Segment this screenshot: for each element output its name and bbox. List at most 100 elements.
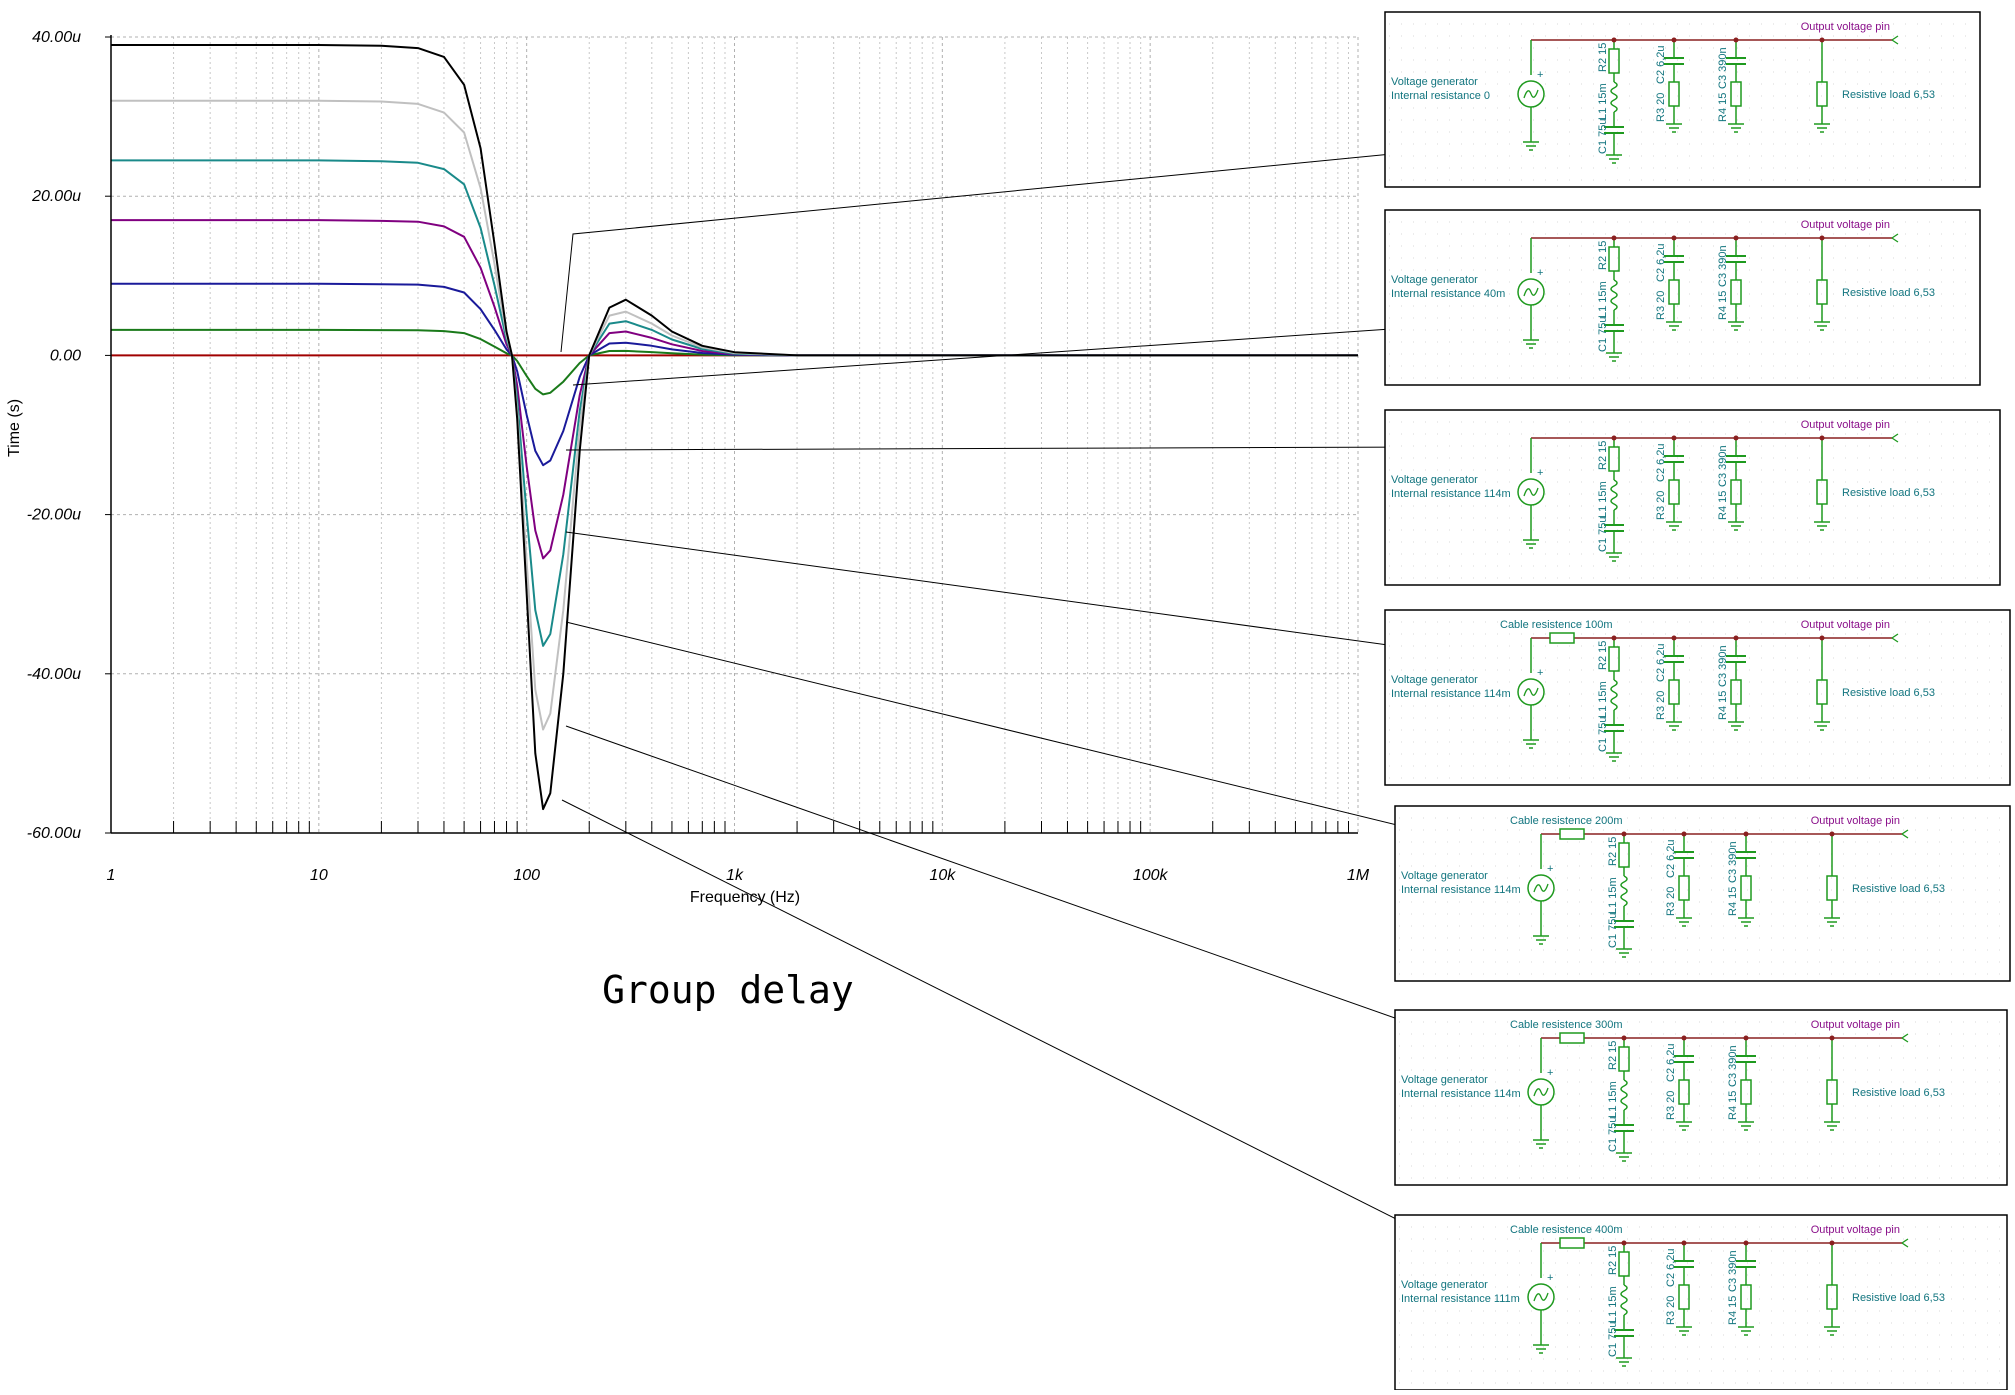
output-pin-label: Output voltage pin (1811, 1224, 1900, 1236)
generator-label: Voltage generator (1391, 76, 1478, 88)
junction-dot (1681, 1035, 1687, 1041)
generator-resistance-label: Internal resistance 114m (1401, 1088, 1521, 1100)
generator-label: Voltage generator (1391, 274, 1478, 286)
figure-caption: Group delay (602, 968, 854, 1012)
junction-dot (1819, 37, 1825, 43)
output-pin-symbol (1901, 1238, 1909, 1248)
y-tick-label: -40.00u (27, 666, 81, 683)
r4-label: R4 15 (1717, 691, 1729, 720)
junction-dot (1671, 635, 1677, 641)
junction-dot (1681, 1240, 1687, 1246)
plus-sign: + (1537, 69, 1543, 81)
junction-dot (1743, 1035, 1749, 1041)
l1-label: L1 15m (1597, 481, 1609, 518)
y-tick-label: 40.00u (32, 29, 81, 46)
plus-sign: + (1547, 863, 1553, 875)
junction-dot (1743, 831, 1749, 837)
output-pin-label: Output voltage pin (1811, 1019, 1900, 1031)
output-pin-symbol (1891, 433, 1899, 443)
junction-dot (1819, 235, 1825, 241)
cable-resistance-label: Cable resistence 100m (1500, 619, 1613, 631)
junction-dot (1733, 235, 1739, 241)
generator-resistance-label: Internal resistance 114m (1401, 884, 1521, 896)
y-tick-label: -20.00u (27, 507, 81, 524)
inductor-symbol (1620, 1284, 1628, 1316)
r4-label: R4 15 (1717, 491, 1729, 520)
r4-label: R4 15 (1727, 1091, 1739, 1120)
output-pin-label: Output voltage pin (1801, 419, 1890, 431)
junction-dot (1671, 235, 1677, 241)
series-line (111, 44, 1358, 811)
cable-resistor-symbol (1559, 1237, 1585, 1249)
r2-label: R2 15 (1597, 43, 1609, 72)
junction-dot (1611, 435, 1617, 441)
r3-label: R3 20 (1665, 887, 1677, 916)
junction-dot (1611, 37, 1617, 43)
l1-label: L1 15m (1597, 681, 1609, 718)
r3-label: R3 20 (1655, 691, 1667, 720)
inductor-symbol (1610, 81, 1618, 113)
plus-sign: + (1537, 667, 1543, 679)
schematic-frame (1394, 1214, 2008, 1391)
generator-resistance-label: Internal resistance 0 (1391, 90, 1490, 102)
junction-dot (1671, 435, 1677, 441)
plot-tick-labels: 1 10 100 1k 10k 100k 1M 40.00u 20.00u 0.00 -20.00u… (27, 29, 1370, 884)
load-label: Resistive load 6,53 (1842, 287, 1935, 299)
c3-label: C3 390n (1727, 1250, 1739, 1292)
c2-label: C2 6,2u (1655, 443, 1667, 482)
c1-label: C1 75u (1597, 717, 1609, 752)
junction-dot (1611, 635, 1617, 641)
schematic-panel: Cable resistence 200m + Voltage generator I… (1394, 805, 2011, 982)
plot-series (111, 44, 1358, 811)
schematic-panels: + Voltage generator Internal resistance 0 R… (1384, 11, 2011, 1391)
l1-label: L1 15m (1607, 1081, 1619, 1118)
c1-label: C1 75u (1597, 517, 1609, 552)
l1-label: L1 15m (1597, 83, 1609, 120)
y-tick-label: 0.00 (50, 347, 81, 364)
leader-line (565, 621, 1447, 838)
c1-label: C1 75u (1607, 1322, 1619, 1357)
output-pin-label: Output voltage pin (1801, 21, 1890, 33)
sine-icon (1523, 89, 1539, 99)
output-pin-symbol (1891, 633, 1899, 643)
load-label: Resistive load 6,53 (1852, 883, 1945, 895)
cable-resistance-label: Cable resistence 300m (1510, 1019, 1623, 1031)
sine-icon (1523, 687, 1539, 697)
r2-label: R2 15 (1597, 241, 1609, 270)
plus-sign: + (1537, 467, 1543, 479)
junction-dot (1671, 37, 1677, 43)
cable-resistance-label: Cable resistence 400m (1510, 1224, 1623, 1236)
junction-dot (1829, 831, 1835, 837)
plus-sign: + (1547, 1067, 1553, 1079)
r3-label: R3 20 (1655, 291, 1667, 320)
junction-dot (1829, 1035, 1835, 1041)
junction-dot (1621, 831, 1627, 837)
junction-dot (1733, 635, 1739, 641)
load-label: Resistive load 6,53 (1842, 487, 1935, 499)
junction-dot (1819, 635, 1825, 641)
generator-label: Voltage generator (1401, 870, 1488, 882)
output-pin-label: Output voltage pin (1811, 815, 1900, 827)
plot-axes (105, 35, 1358, 834)
leader-line (565, 531, 1447, 654)
c2-label: C2 6,2u (1665, 839, 1677, 878)
schematic-panel: Cable resistence 300m + Voltage generator I… (1394, 1009, 2008, 1186)
c3-label: C3 390n (1727, 841, 1739, 883)
load-label: Resistive load 6,53 (1852, 1292, 1945, 1304)
r2-label: R2 15 (1597, 441, 1609, 470)
inductor-symbol (1620, 875, 1628, 907)
generator-label: Voltage generator (1401, 1279, 1488, 1291)
output-pin-symbol (1891, 35, 1899, 45)
junction-dot (1621, 1240, 1627, 1246)
r3-label: R3 20 (1665, 1091, 1677, 1120)
c3-label: C3 390n (1717, 645, 1729, 687)
junction-dot (1733, 435, 1739, 441)
plus-sign: + (1547, 1272, 1553, 1284)
schematic-frame (1384, 11, 1981, 188)
junction-dot (1621, 1035, 1627, 1041)
c3-label: C3 390n (1717, 47, 1729, 89)
cable-resistor-symbol (1559, 1032, 1585, 1044)
junction-dot (1733, 37, 1739, 43)
junction-dot (1743, 1240, 1749, 1246)
